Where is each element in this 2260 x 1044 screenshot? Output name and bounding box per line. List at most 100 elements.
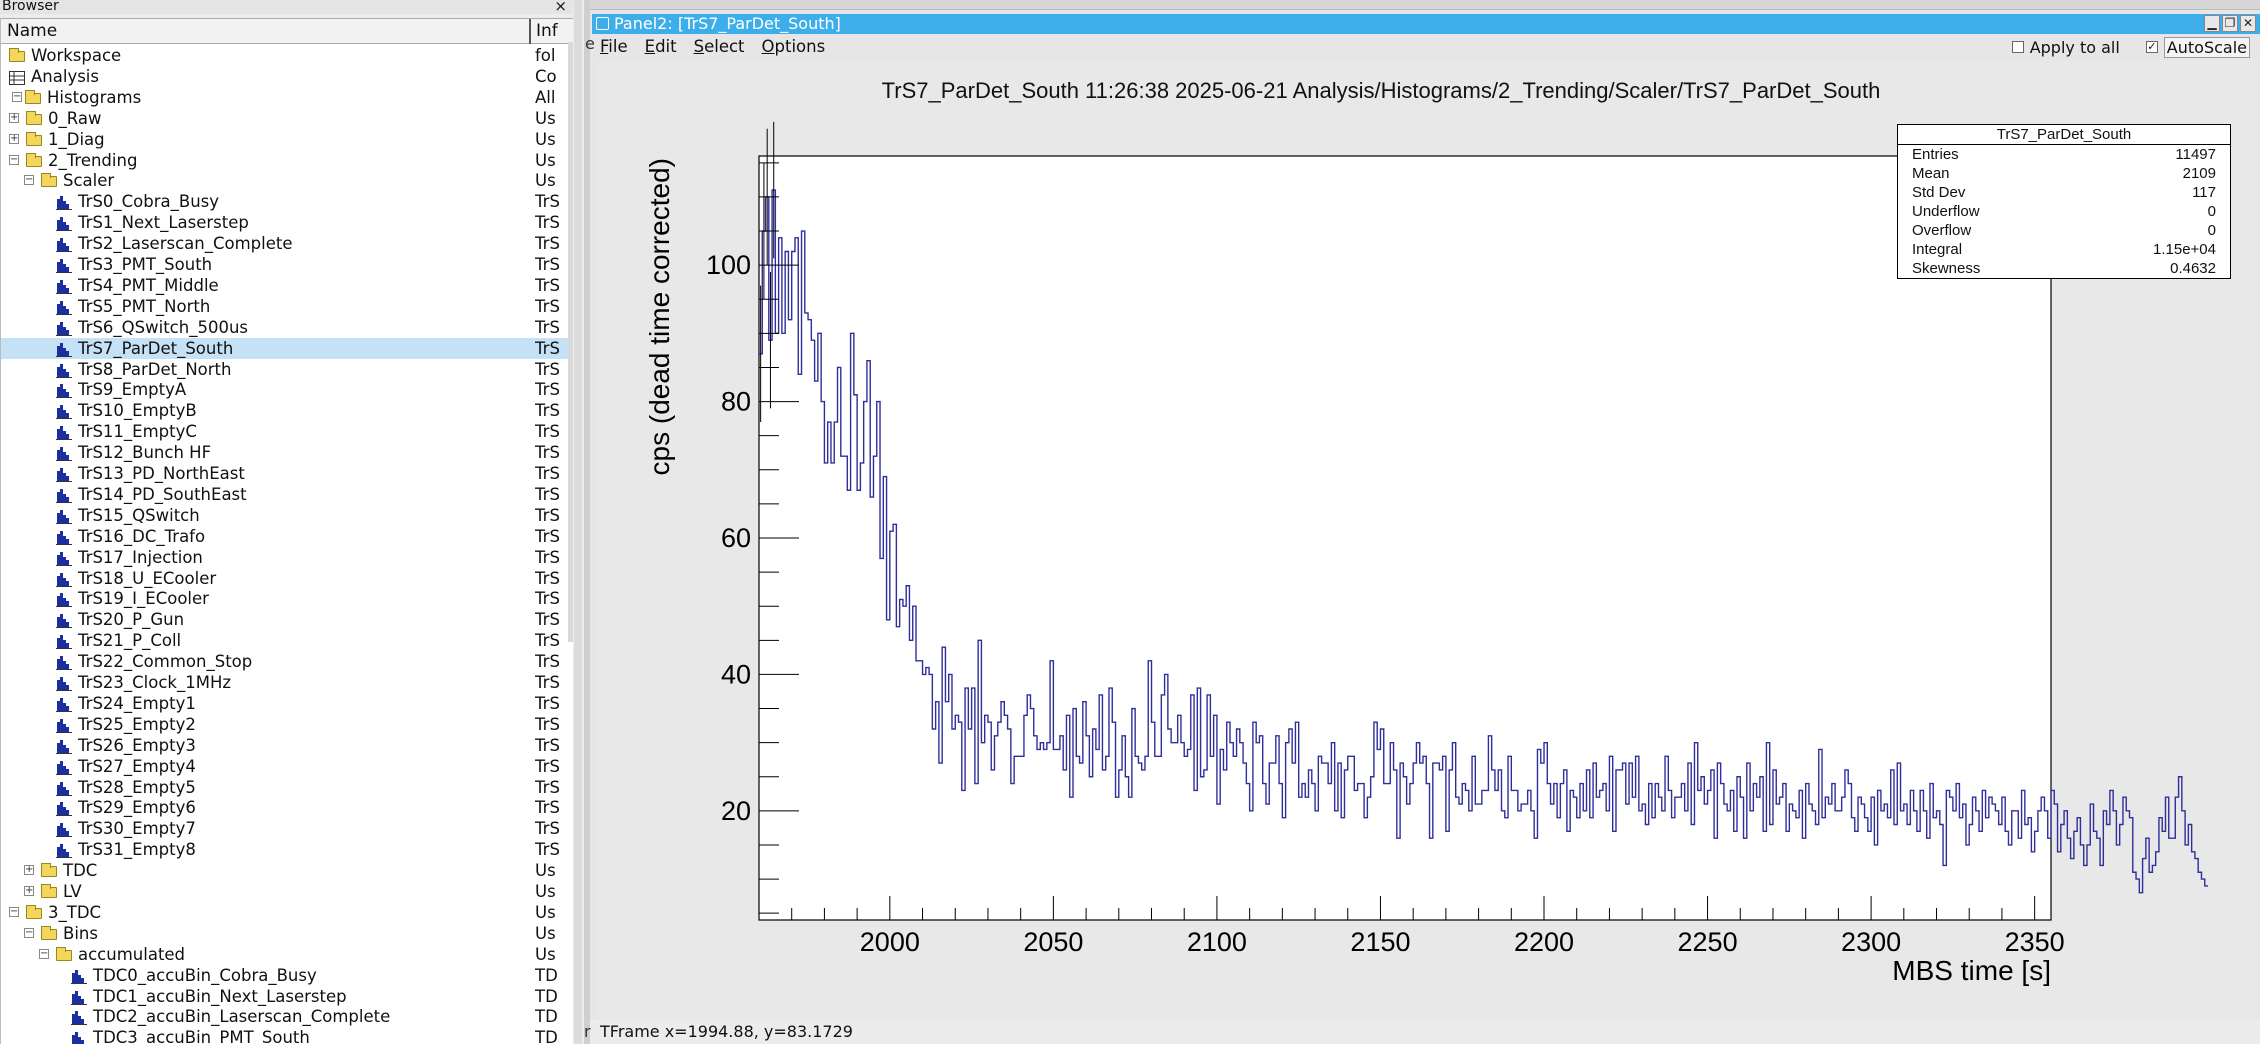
status-text: TFrame x=1994.88, y=83.1729 [600,1022,853,1041]
autoscale-toggle[interactable]: ✓ AutoScale [2145,36,2250,58]
x-tick-label: 2050 [1023,927,1083,957]
tree-item-label: TrS15_QSwitch [78,505,200,525]
close-button[interactable]: ✕ [2240,15,2256,32]
tree-histogram-item[interactable]: TrS21_P_Coll TrS [1,630,568,651]
tree-folder-item[interactable]: + LV Us [1,881,568,902]
tree-item-label: TDC2_accuBin_Laserscan_Complete [93,1007,391,1027]
tree-histogram-item[interactable]: TrS13_PD_NorthEast TrS [1,463,568,484]
browser-close-icon[interactable]: × [554,0,567,15]
panel-titlebar[interactable]: Panel2: [TrS7_ParDet_South] ▁ ❐ ✕ [592,14,2260,34]
tree-scrollbar[interactable] [568,42,573,642]
tree-item-info: TrS [535,380,560,400]
tree-histogram-item[interactable]: TrS5_PMT_North TrS [1,296,568,317]
tree-histogram-item[interactable]: TrS18_U_ECooler TrS [1,568,568,589]
tree-histogram-item[interactable]: TrS15_QSwitch TrS [1,505,568,526]
histogram-canvas[interactable]: TrS7_ParDet_South 11:26:38 2025-06-21 An… [596,60,2258,1020]
tree-histogram-item[interactable]: TrS1_Next_Laserstep TrS [1,212,568,233]
apply-to-all-checkbox[interactable] [2011,41,2024,53]
tree-histogram-item[interactable]: TrS19_I_ECooler TrS [1,588,568,609]
maximize-button[interactable]: ❐ [2222,15,2238,32]
tree-item-label: 3_TDC [48,902,102,922]
tree-histogram-item[interactable]: TDC2_accuBin_Laserscan_Complete TD [1,1006,568,1027]
tree-histogram-item[interactable]: TrS4_PMT_Middle TrS [1,275,568,296]
object-tree[interactable]: Name Inf Workspace fol Analysis Co − Histogra… [0,18,573,1044]
menu-select[interactable]: Select [693,37,745,56]
tree-folder-item[interactable]: − 3_TDC Us [1,902,568,923]
folder-icon [41,173,57,188]
tree-histogram-item[interactable]: TrS14_PD_SouthEast TrS [1,484,568,505]
column-header-info[interactable]: Inf [536,21,558,41]
tree-item-info: TD [535,1007,558,1027]
tree-item-info: TrS [535,338,560,358]
tree-folder-item[interactable]: + TDC Us [1,860,568,881]
expand-icon[interactable]: + [9,132,19,144]
menu-edit[interactable]: Edit [644,37,677,56]
tree-histogram-item[interactable]: TrS29_Empty6 TrS [1,797,568,818]
tree-histogram-item[interactable]: TrS24_Empty1 TrS [1,693,568,714]
tree-histogram-item[interactable]: TrS27_Empty4 TrS [1,756,568,777]
expand-icon[interactable]: + [9,111,19,123]
tree-histogram-item[interactable]: TrS11_EmptyC TrS [1,421,568,442]
tree-histogram-item[interactable]: TrS8_ParDet_North TrS [1,359,568,380]
tree-item-label: TrS6_QSwitch_500us [78,317,248,337]
tree-folder-item[interactable]: +1_Diag Us [1,129,568,150]
column-header-name[interactable]: Name [1,19,531,44]
tree-histogram-item[interactable]: TrS9_EmptyA TrS [1,379,568,400]
collapse-icon[interactable]: − [9,153,19,165]
tree-item-info: Us [535,150,556,170]
histogram-plot[interactable]: 2000 2050 2100 2150 2200 2250 2300 2350 20 40 60 80… [596,60,2258,1020]
tree-histogram-item[interactable]: TrS17_Injection TrS [1,547,568,568]
tree-histogram-item[interactable]: Analysis Co [1,66,568,87]
expand-icon[interactable]: + [24,885,34,896]
tree-histogram-item[interactable]: TrS23_Clock_1MHz TrS [1,672,568,693]
expand-icon[interactable]: + [24,864,34,876]
tree-histogram-item[interactable]: TrS2_Laserscan_Complete TrS [1,233,568,254]
tree-histogram-item[interactable]: TrS7_ParDet_South TrS [1,337,568,359]
autoscale-checkbox[interactable]: ✓ [2145,40,2158,53]
tree-item-info: TD [535,1028,558,1044]
tree-folder-item[interactable]: − 2_Trending Us [1,150,568,171]
tree-folder-item[interactable]: − accumulated Us [1,944,568,965]
tree-histogram-item[interactable]: TDC3_accuBin_PMT_South TD [1,1027,568,1044]
tree-histogram-item[interactable]: TrS22_Common_Stop TrS [1,651,568,672]
tree-folder-item[interactable]: Workspace fol [1,45,568,66]
tree-histogram-item[interactable]: TrS30_Empty7 TrS [1,818,568,839]
collapse-icon[interactable]: − [12,90,22,102]
tree-histogram-item[interactable]: TDC0_accuBin_Cobra_Busy TD [1,965,568,986]
collapse-icon[interactable]: − [24,926,34,938]
tree-item-label: TrS8_ParDet_North [78,359,232,379]
tree-folder-item[interactable]: − Scaler Us [1,170,568,191]
tree-folder-item[interactable]: +0_Raw Us [1,108,568,129]
tree-histogram-item[interactable]: TrS20_P_Gun TrS [1,609,568,630]
stats-box[interactable]: TrS7_ParDet_South Entries 11497 Mean 2109 St… [1897,124,2231,279]
tree-histogram-item[interactable]: TrS6_QSwitch_500us TrS [1,317,568,338]
apply-to-all-toggle[interactable]: Apply to all [2011,38,2120,57]
tree-histogram-item[interactable]: TrS12_Bunch HF TrS [1,442,568,463]
minimize-button[interactable]: ▁ [2204,15,2220,32]
menu-options[interactable]: Options [761,37,826,56]
stats-value: 1.15e+04 [2153,241,2216,258]
tree-item-label: Histograms [47,87,142,107]
tree-histogram-item[interactable]: TrS31_Empty8 TrS [1,839,568,860]
tree-item-label: TrS1_Next_Laserstep [78,213,249,233]
tree-histogram-item[interactable]: TrS16_DC_Trafo TrS [1,526,568,547]
tree-item-info: TrS [535,568,560,588]
collapse-icon[interactable]: − [39,947,49,959]
tree-item-info: TrS [535,610,560,630]
tree-histogram-item[interactable]: TrS0_Cobra_Busy TrS [1,191,568,212]
tree-histogram-item[interactable]: TrS28_Empty5 TrS [1,777,568,798]
tree-folder-item[interactable]: − Histograms All [1,87,568,108]
menu-file[interactable]: File [600,37,628,56]
tree-item-info: TrS [535,714,560,734]
tree-item-info: TrS [535,652,560,672]
panel-splitter[interactable] [574,0,582,1044]
collapse-icon[interactable]: − [9,905,19,917]
tree-histogram-item[interactable]: TrS3_PMT_South TrS [1,254,568,275]
tree-histogram-item[interactable]: TrS25_Empty2 TrS [1,714,568,735]
tree-histogram-item[interactable]: TDC1_accuBin_Next_Laserstep TD [1,986,568,1007]
tree-folder-item[interactable]: − Bins Us [1,923,568,944]
tree-histogram-item[interactable]: TrS26_Empty3 TrS [1,735,568,756]
tree-histogram-item[interactable]: TrS10_EmptyB TrS [1,400,568,421]
histogram-icon [56,633,74,650]
collapse-icon[interactable]: − [24,174,34,186]
